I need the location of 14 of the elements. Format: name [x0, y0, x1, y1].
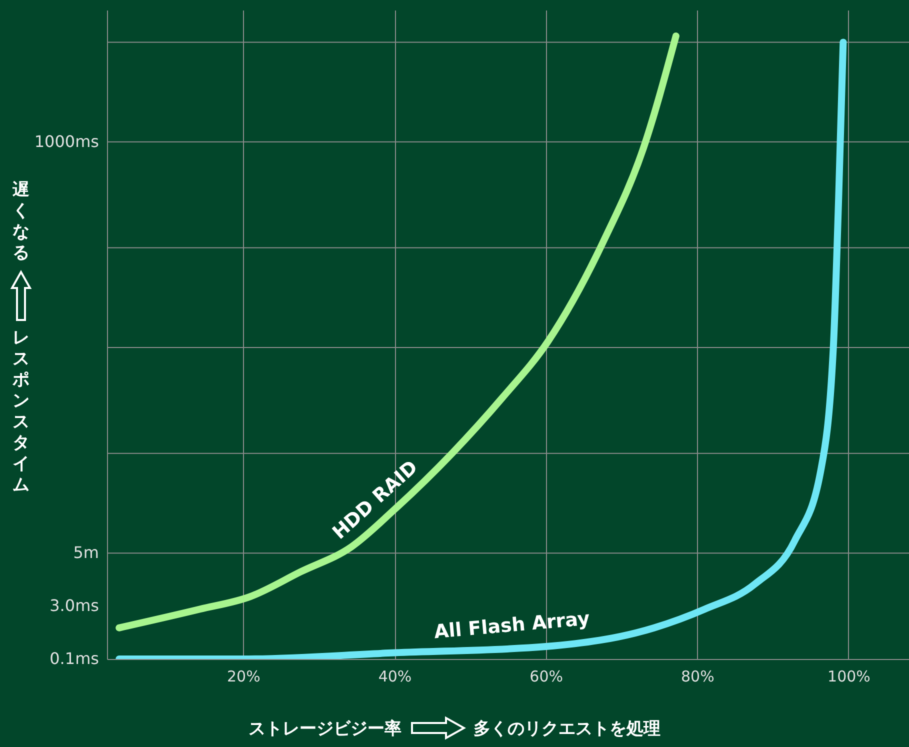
x-tick-label: 100%	[828, 668, 870, 686]
series-label: All Flash Array	[433, 608, 592, 644]
y-axis-title: レスポンスタイム	[12, 328, 30, 496]
text: 多くのリクエストを処理	[474, 718, 660, 740]
ref-line-label: 1000ms	[34, 132, 99, 151]
x-tick-label: 80%	[680, 668, 714, 686]
x-axis-title: ストレージビジー率	[248, 718, 402, 740]
ref-line-label: 5m	[73, 543, 99, 562]
x-tick-label: 40%	[378, 668, 412, 686]
text: 0.1ms	[50, 649, 99, 668]
text: 遅くなる	[12, 180, 30, 264]
x-tick-label: 60%	[530, 668, 563, 686]
text: 3.0ms	[50, 596, 99, 616]
x-tick-label: 20%	[227, 668, 260, 686]
